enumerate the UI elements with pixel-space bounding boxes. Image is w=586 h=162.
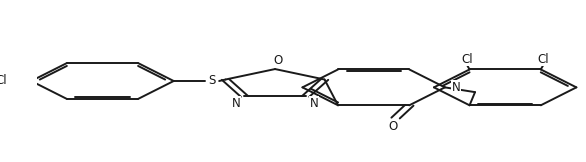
Text: N: N <box>232 97 241 110</box>
Text: Cl: Cl <box>0 75 7 87</box>
Text: S: S <box>209 75 216 87</box>
Text: Cl: Cl <box>461 53 473 66</box>
Text: O: O <box>273 54 282 67</box>
Text: Cl: Cl <box>538 53 549 66</box>
Text: O: O <box>388 120 397 133</box>
Text: N: N <box>309 97 318 110</box>
Text: N: N <box>451 81 460 94</box>
